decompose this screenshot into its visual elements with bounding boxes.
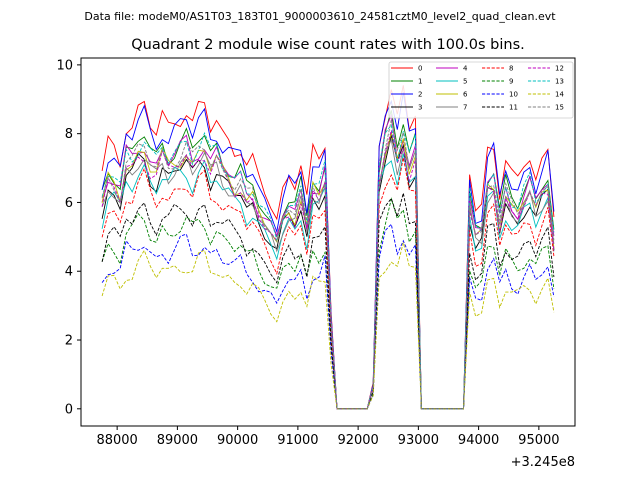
legend-label-1: 1 xyxy=(418,78,422,86)
legend-label-10: 10 xyxy=(509,91,518,99)
legend-label-12: 12 xyxy=(555,65,564,73)
series-line-13 xyxy=(101,123,555,410)
x-tick-label: 93000 xyxy=(398,433,439,448)
series-line-12 xyxy=(101,130,555,410)
legend-label-4: 4 xyxy=(463,65,468,73)
chart-title: Quadrant 2 module wise count rates with … xyxy=(131,37,525,53)
legend-box xyxy=(388,61,574,119)
series-line-4 xyxy=(101,113,555,410)
legend-label-0: 0 xyxy=(418,65,422,73)
x-axis: 88000 89000 90000 91000 92000 93000 94000 95000 xyxy=(96,426,560,448)
y-tick-label: 2 xyxy=(65,334,73,349)
x-tick-label: 94000 xyxy=(458,433,499,448)
series-line-7 xyxy=(101,138,555,410)
x-tick-label: 88000 xyxy=(96,433,137,448)
legend-label-3: 3 xyxy=(418,104,422,112)
plot-area-frame xyxy=(80,57,576,427)
series-line-10 xyxy=(101,223,555,410)
legend-label-7: 7 xyxy=(463,104,467,112)
series-line-15 xyxy=(101,119,555,410)
y-axis: 0 2 4 6 8 10 xyxy=(56,58,81,417)
y-tick-label: 0 xyxy=(65,402,73,417)
series-line-11 xyxy=(101,192,555,410)
legend-label-11: 11 xyxy=(509,104,518,112)
y-tick-label: 10 xyxy=(56,58,73,73)
legend-label-14: 14 xyxy=(555,91,564,99)
legend-label-2: 2 xyxy=(418,91,422,99)
legend-label-15: 15 xyxy=(555,104,564,112)
series-layer xyxy=(101,85,555,410)
legend-label-9: 9 xyxy=(509,78,513,86)
legend-label-8: 8 xyxy=(509,65,513,73)
x-tick-label: 89000 xyxy=(157,433,198,448)
x-tick-label: 92000 xyxy=(337,433,378,448)
series-line-8 xyxy=(101,157,555,410)
y-tick-label: 8 xyxy=(65,127,73,142)
legend-label-13: 13 xyxy=(555,78,564,86)
figure-suptitle: Data file: modeM0/AS1T03_183T01_90000036… xyxy=(84,10,556,23)
y-tick-label: 6 xyxy=(65,196,73,211)
legend-label-5: 5 xyxy=(463,78,467,86)
legend-label-6: 6 xyxy=(463,91,468,99)
x-tick-label: 91000 xyxy=(277,433,318,448)
series-line-14 xyxy=(101,242,555,410)
y-tick-label: 4 xyxy=(65,265,73,280)
x-axis-offset-label: +3.245e8 xyxy=(511,455,575,470)
x-tick-label: 90000 xyxy=(217,433,258,448)
x-tick-label: 95000 xyxy=(518,433,559,448)
